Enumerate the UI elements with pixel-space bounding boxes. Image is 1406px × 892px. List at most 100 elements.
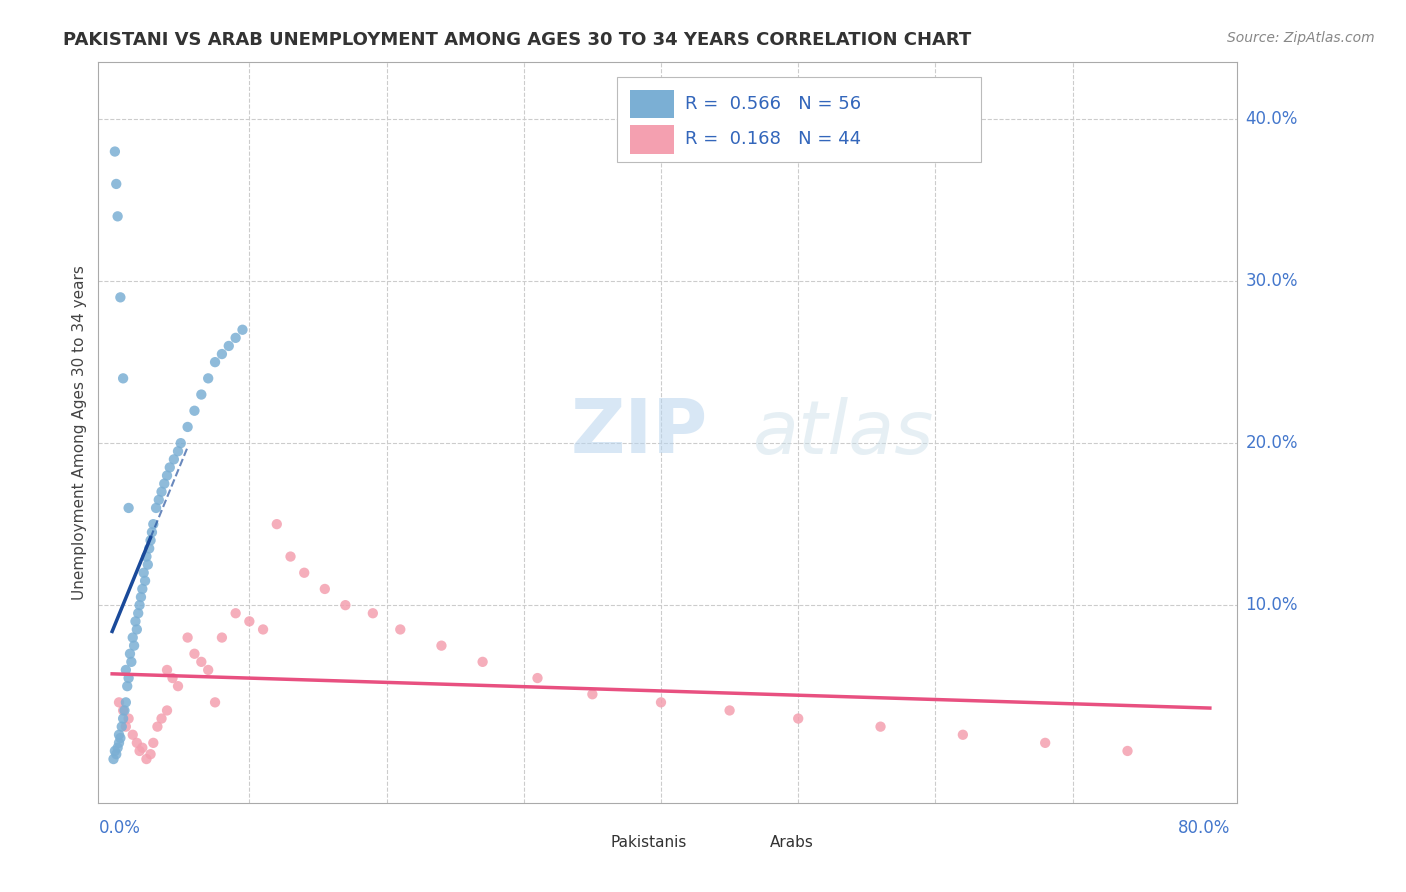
Point bbox=[159, 460, 181, 475]
Point bbox=[314, 582, 336, 596]
Point bbox=[107, 740, 129, 755]
Text: 30.0%: 30.0% bbox=[1246, 272, 1298, 290]
Point bbox=[176, 631, 198, 645]
Y-axis label: Unemployment Among Ages 30 to 34 years: Unemployment Among Ages 30 to 34 years bbox=[72, 265, 87, 600]
Point bbox=[190, 655, 212, 669]
Point bbox=[142, 517, 165, 532]
Point bbox=[266, 517, 288, 532]
Text: R =  0.566   N = 56: R = 0.566 N = 56 bbox=[685, 95, 860, 113]
Bar bbox=[630, 90, 673, 118]
Point bbox=[252, 623, 274, 637]
Point bbox=[136, 558, 159, 572]
Point bbox=[225, 331, 247, 345]
Point bbox=[526, 671, 548, 685]
Point bbox=[115, 720, 138, 734]
Text: R =  0.168   N = 44: R = 0.168 N = 44 bbox=[685, 130, 860, 148]
Point bbox=[581, 687, 603, 701]
Text: PAKISTANI VS ARAB UNEMPLOYMENT AMONG AGES 30 TO 34 YEARS CORRELATION CHART: PAKISTANI VS ARAB UNEMPLOYMENT AMONG AGE… bbox=[63, 31, 972, 49]
Point bbox=[167, 679, 190, 693]
Point bbox=[211, 347, 233, 361]
Point bbox=[104, 744, 127, 758]
Point bbox=[787, 712, 810, 726]
Point bbox=[105, 177, 128, 191]
Point bbox=[117, 712, 139, 726]
Point bbox=[124, 615, 146, 629]
Text: Source: ZipAtlas.com: Source: ZipAtlas.com bbox=[1227, 31, 1375, 45]
Point bbox=[135, 752, 157, 766]
Point bbox=[211, 631, 233, 645]
Point bbox=[105, 747, 128, 762]
Point bbox=[115, 679, 138, 693]
Point bbox=[107, 210, 129, 224]
Point bbox=[108, 695, 131, 709]
Point bbox=[111, 720, 134, 734]
Point bbox=[156, 703, 179, 717]
Point bbox=[156, 663, 179, 677]
Point bbox=[114, 703, 136, 717]
Point bbox=[141, 525, 163, 540]
Point bbox=[128, 598, 150, 612]
Point bbox=[204, 355, 226, 369]
Point bbox=[162, 671, 184, 685]
Point bbox=[121, 631, 143, 645]
Point bbox=[110, 290, 132, 304]
Point bbox=[430, 639, 453, 653]
Text: Pakistanis: Pakistanis bbox=[612, 835, 688, 849]
Point bbox=[204, 695, 226, 709]
Point bbox=[163, 452, 186, 467]
Point bbox=[104, 145, 127, 159]
Bar bbox=[630, 126, 673, 153]
Point bbox=[128, 744, 150, 758]
Point bbox=[238, 615, 260, 629]
Point bbox=[122, 639, 145, 653]
Point bbox=[146, 720, 169, 734]
Point bbox=[139, 747, 162, 762]
Point bbox=[138, 541, 160, 556]
Point bbox=[197, 663, 219, 677]
Point bbox=[108, 728, 131, 742]
Point bbox=[292, 566, 315, 580]
Point bbox=[361, 607, 384, 621]
Bar bbox=[571, 831, 603, 853]
Text: 80.0%: 80.0% bbox=[1178, 819, 1230, 837]
Text: 40.0%: 40.0% bbox=[1246, 110, 1298, 128]
Point bbox=[176, 420, 198, 434]
Point bbox=[389, 623, 412, 637]
Point bbox=[197, 371, 219, 385]
Point bbox=[120, 655, 142, 669]
Point bbox=[280, 549, 302, 564]
Point bbox=[225, 607, 247, 621]
Text: ZIP: ZIP bbox=[571, 396, 709, 469]
Point bbox=[170, 436, 193, 450]
Point bbox=[650, 695, 672, 709]
Point bbox=[108, 736, 131, 750]
Point bbox=[190, 387, 212, 401]
Point bbox=[131, 740, 153, 755]
Point bbox=[471, 655, 494, 669]
Text: Arabs: Arabs bbox=[770, 835, 814, 849]
Point bbox=[148, 492, 170, 507]
Point bbox=[153, 476, 176, 491]
Point bbox=[129, 590, 152, 604]
Text: 10.0%: 10.0% bbox=[1246, 596, 1298, 615]
Point bbox=[115, 663, 138, 677]
Point bbox=[183, 647, 205, 661]
Point bbox=[135, 549, 157, 564]
Point bbox=[150, 484, 173, 499]
Point bbox=[218, 339, 240, 353]
Point bbox=[117, 671, 139, 685]
Point bbox=[127, 607, 149, 621]
Point bbox=[131, 582, 153, 596]
Point bbox=[134, 574, 156, 588]
Point bbox=[150, 712, 173, 726]
Point bbox=[115, 695, 138, 709]
Bar bbox=[731, 831, 762, 853]
Point bbox=[231, 323, 253, 337]
Point bbox=[110, 731, 132, 745]
Point bbox=[142, 736, 165, 750]
Point bbox=[139, 533, 162, 548]
Point bbox=[183, 403, 205, 417]
Text: 0.0%: 0.0% bbox=[98, 819, 141, 837]
Point bbox=[167, 444, 190, 458]
Point bbox=[952, 728, 974, 742]
